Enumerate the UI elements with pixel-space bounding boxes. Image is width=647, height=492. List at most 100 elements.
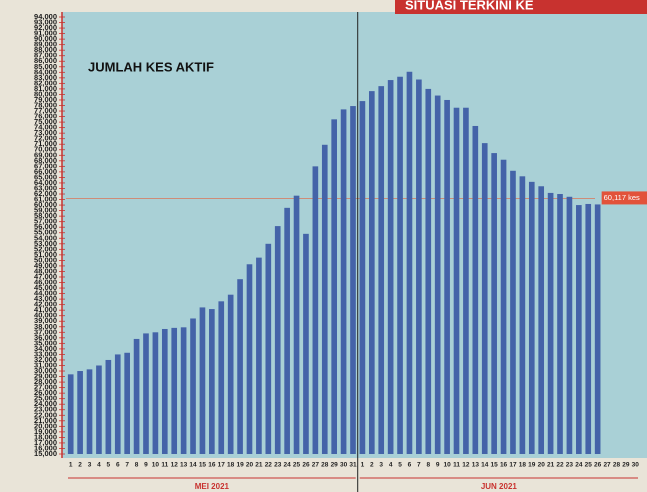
bar — [87, 369, 93, 454]
x-tick-label: 26 — [302, 462, 310, 469]
x-tick-label: 14 — [481, 462, 489, 469]
bar — [200, 307, 206, 454]
bar — [96, 365, 102, 454]
x-tick-label: 11 — [453, 462, 460, 469]
x-tick-label: 28 — [613, 462, 621, 469]
bar — [557, 194, 563, 454]
bar — [68, 374, 74, 454]
x-tick-label: 9 — [436, 462, 440, 469]
x-tick-label: 2 — [370, 462, 374, 469]
bar — [397, 77, 403, 454]
bar — [115, 354, 121, 454]
bar — [585, 204, 591, 454]
bar — [77, 371, 83, 454]
bar — [567, 197, 573, 454]
bar — [134, 339, 140, 454]
bar — [341, 109, 347, 454]
bar — [331, 119, 337, 454]
bar — [209, 309, 215, 454]
bar — [538, 186, 544, 454]
x-tick-label: 4 — [97, 462, 101, 469]
x-tick-label: 22 — [265, 462, 273, 469]
x-tick-label: 21 — [255, 462, 263, 469]
x-tick-label: 27 — [312, 462, 320, 469]
bar — [473, 126, 479, 454]
x-tick-label: 7 — [125, 462, 129, 469]
x-tick-label: 15 — [199, 462, 207, 469]
bar — [444, 100, 450, 454]
bar — [360, 101, 366, 454]
bar — [548, 193, 554, 454]
x-tick-label: 25 — [293, 462, 301, 469]
bar — [454, 108, 460, 454]
x-tick-label: 13 — [472, 462, 480, 469]
x-tick-label: 8 — [135, 462, 139, 469]
bar — [303, 234, 309, 454]
bar — [313, 166, 319, 454]
header: SITUASI TERKINI KE — [405, 0, 534, 12]
x-tick-label: 21 — [547, 462, 555, 469]
x-tick-label: 15 — [491, 462, 499, 469]
bar — [256, 258, 262, 454]
x-tick-label: 17 — [509, 462, 517, 469]
x-tick-label: 18 — [519, 462, 527, 469]
x-tick-label: 24 — [575, 462, 583, 469]
x-tick-label: 12 — [171, 462, 179, 469]
x-tick-label: 13 — [180, 462, 188, 469]
bar — [218, 301, 224, 454]
bar — [369, 91, 375, 454]
y-tick-label: 94,000 — [34, 12, 57, 21]
bar — [529, 182, 535, 454]
x-tick-label: 26 — [594, 462, 602, 469]
bar — [265, 244, 271, 454]
chart-title: JUMLAH KES AKTIF — [88, 59, 214, 74]
x-tick-label: 25 — [585, 462, 593, 469]
bar — [501, 160, 507, 454]
bar — [576, 205, 582, 454]
x-tick-label: 10 — [152, 462, 160, 469]
bar — [463, 108, 469, 454]
x-tick-label: 31 — [349, 462, 357, 469]
x-tick-label: 19 — [236, 462, 244, 469]
x-tick-label: 22 — [556, 462, 564, 469]
x-tick-label: 5 — [398, 462, 402, 469]
x-tick-label: 7 — [417, 462, 421, 469]
x-tick-label: 28 — [321, 462, 329, 469]
page: {"chart_data": {"type": "bar", "header":… — [0, 0, 647, 492]
bar — [520, 176, 526, 454]
x-tick-label: 3 — [379, 462, 383, 469]
x-tick-label: 20 — [538, 462, 546, 469]
bar — [510, 171, 516, 454]
bar — [228, 295, 234, 454]
bar — [425, 89, 431, 454]
x-tick-label: 10 — [443, 462, 451, 469]
bar — [388, 80, 394, 454]
x-tick-label: 20 — [246, 462, 254, 469]
bar — [284, 208, 290, 454]
x-tick-label: 27 — [603, 462, 611, 469]
x-tick-label: 18 — [227, 462, 235, 469]
x-tick-label: 6 — [116, 462, 120, 469]
x-tick-label: 29 — [331, 462, 339, 469]
bar — [407, 72, 413, 454]
bar — [435, 96, 441, 454]
bar — [322, 145, 328, 454]
x-tick-label: 11 — [161, 462, 168, 469]
bar — [294, 196, 300, 454]
bar — [378, 86, 384, 454]
group-label: MEI 2021 — [195, 482, 230, 491]
x-tick-label: 5 — [107, 462, 111, 469]
x-tick-label: 24 — [284, 462, 292, 469]
bar — [143, 333, 149, 454]
x-tick-label: 1 — [69, 462, 73, 469]
bar — [247, 264, 253, 454]
bar — [162, 329, 168, 454]
annotation: 60,117 kes — [604, 193, 640, 202]
chart: SITUASI TERKINI KE JUMLAH KES AKTIF 15,0… — [0, 0, 647, 492]
x-tick-label: 23 — [566, 462, 574, 469]
x-tick-label: 23 — [274, 462, 282, 469]
x-tick-label: 3 — [88, 462, 92, 469]
group-label: JUN 2021 — [481, 482, 518, 491]
bar — [171, 328, 177, 454]
x-tick-label: 17 — [218, 462, 226, 469]
